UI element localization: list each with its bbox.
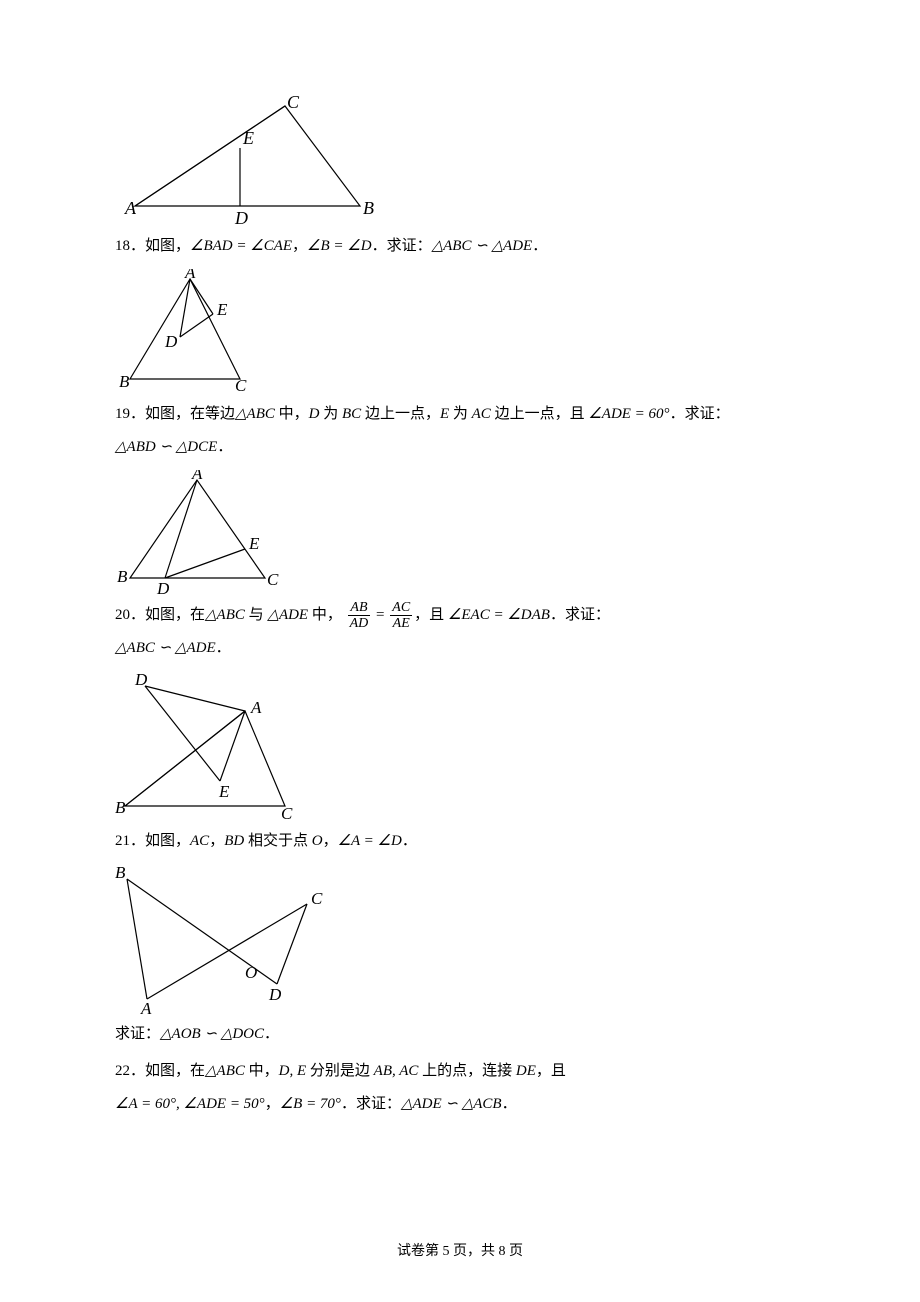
svg-text:A: A — [191, 470, 203, 483]
fraction-1: ABAD — [348, 600, 371, 632]
svg-text:O: O — [245, 963, 257, 982]
problem-number: 22 — [115, 1063, 130, 1079]
exam-page: A B C D E 18．如图，∠BAD = ∠CAE，∠B = ∠D．求证：△… — [0, 0, 920, 1121]
svg-text:B: B — [115, 798, 126, 817]
problem-20: 20．如图，在△ABC 与 △ADE 中， ABAD = ACAE，且 ∠EAC… — [115, 599, 805, 821]
svg-text:B: B — [115, 864, 126, 882]
svg-text:A: A — [184, 269, 196, 282]
svg-text:C: C — [281, 804, 293, 821]
svg-text:D: D — [156, 579, 170, 595]
svg-text:E: E — [248, 534, 260, 553]
svg-text:C: C — [311, 889, 323, 908]
svg-text:E: E — [216, 300, 228, 319]
problem-18-text: 18．如图，∠BAD = ∠CAE，∠B = ∠D．求证：△ABC ∽ △ADE… — [115, 230, 805, 263]
svg-text:D: D — [268, 985, 282, 1004]
svg-text:B: B — [117, 567, 128, 586]
figure-18: A B C D E — [115, 269, 805, 394]
figure-20: A B C D E — [115, 671, 805, 821]
problem-number: 18 — [115, 238, 130, 254]
svg-text:A: A — [250, 698, 262, 717]
figure-19: A B C D E — [115, 470, 805, 595]
svg-text:D: D — [134, 671, 148, 689]
problem-19: 19．如图，在等边△ABC 中，D 为 BC 边上一点，E 为 AC 边上一点，… — [115, 398, 805, 595]
figure-21: A B C D O — [107, 864, 805, 1014]
problem-18: 18．如图，∠BAD = ∠CAE，∠B = ∠D．求证：△ABC ∽ △ADE… — [115, 230, 805, 394]
problem-number: 19 — [115, 406, 130, 422]
svg-text:E: E — [218, 782, 230, 801]
vertex-E: E — [242, 128, 254, 148]
svg-text:A: A — [140, 999, 152, 1014]
vertex-C: C — [287, 96, 300, 112]
problem-21: 21．如图，AC，BD 相交于点 O，∠A = ∠D． A B C D O — [115, 825, 805, 1051]
svg-text:C: C — [235, 376, 247, 394]
problem-number: 20 — [115, 607, 130, 623]
vertex-B: B — [363, 198, 374, 218]
fraction-2: ACAE — [390, 600, 412, 632]
problem-22-text: 22．如图，在△ABC 中，D, E 分别是边 AB, AC 上的点，连接 DE… — [115, 1055, 805, 1088]
problem-21-text: 21．如图，AC，BD 相交于点 O，∠A = ∠D． — [115, 825, 805, 858]
svg-text:C: C — [267, 570, 279, 589]
svg-text:B: B — [119, 372, 130, 391]
problem-number: 21 — [115, 833, 130, 849]
problem-20-text: 20．如图，在△ABC 与 △ADE 中， ABAD = ACAE，且 ∠EAC… — [115, 599, 805, 632]
vertex-A: A — [124, 198, 137, 218]
problem-22: 22．如图，在△ABC 中，D, E 分别是边 AB, AC 上的点，连接 DE… — [115, 1055, 805, 1121]
figure-17: A B C D E — [115, 96, 805, 226]
vertex-D: D — [234, 208, 248, 226]
page-footer: 试卷第 5 页，共 8 页 — [0, 1240, 920, 1260]
problem-19-text: 19．如图，在等边△ABC 中，D 为 BC 边上一点，E 为 AC 边上一点，… — [115, 398, 805, 431]
svg-text:D: D — [164, 332, 178, 351]
